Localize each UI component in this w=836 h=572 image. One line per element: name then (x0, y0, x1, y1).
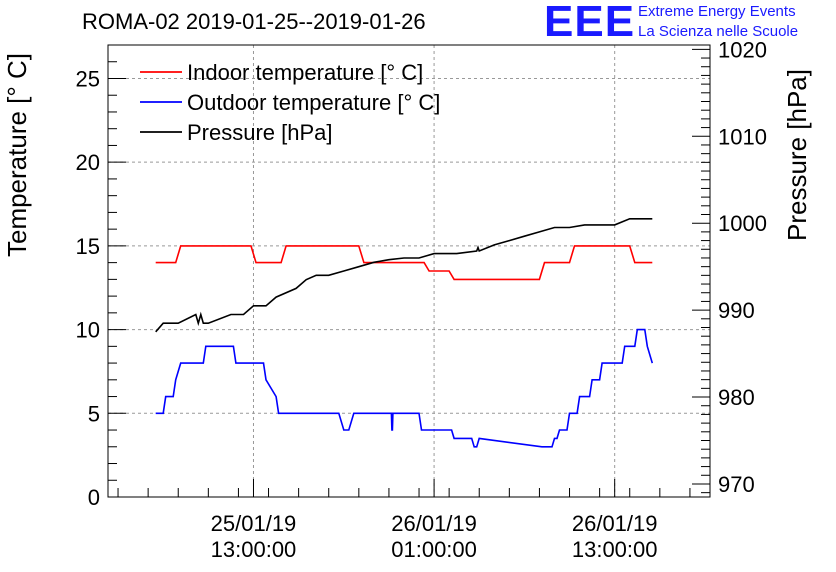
legend-label: Pressure [hPa] (187, 120, 333, 145)
y-right-tick-label: 1000 (718, 211, 767, 236)
legend-label: Outdoor temperature [° C] (187, 90, 440, 115)
plot-frame (107, 44, 711, 498)
x-tick-label-time: 01:00:00 (391, 537, 477, 562)
y-right-tick-label: 1010 (718, 124, 767, 149)
y-right-tick-label: 980 (718, 385, 755, 410)
y-axis-right-label: Pressure [hPa] (782, 69, 812, 241)
logo-subtitle-line2: La Scienza nelle Scuole (638, 23, 799, 40)
x-tick-label-date: 26/01/19 (391, 511, 477, 536)
y-axis-left-label: Temperature [° C] (2, 53, 32, 257)
y-left-tick-label: 15 (76, 234, 100, 259)
x-tick-label-date: 25/01/19 (211, 511, 297, 536)
y-left-tick-label: 25 (76, 66, 100, 91)
eee-logo: EEE (544, 0, 636, 46)
series-layer (155, 218, 654, 448)
x-tick-label-date: 26/01/19 (572, 511, 658, 536)
axis-tick-labels: 051015202597098099010001010102025/01/191… (76, 37, 767, 562)
axis-ticks (108, 44, 710, 498)
x-tick-label-time: 13:00:00 (572, 537, 658, 562)
legend: Indoor temperature [° C] Outdoor temperat… (140, 60, 440, 145)
y-left-tick-label: 5 (88, 401, 100, 426)
series-line (155, 328, 654, 448)
y-right-tick-label: 970 (718, 472, 755, 497)
y-left-tick-label: 10 (76, 318, 100, 343)
y-left-tick-label: 20 (76, 150, 100, 175)
series-line (155, 245, 653, 281)
x-tick-label-time: 13:00:00 (211, 537, 297, 562)
chart-title: ROMA-02 2019-01-25--2019-01-26 (82, 9, 426, 34)
y-right-tick-label: 990 (718, 298, 755, 323)
y-left-tick-label: 0 (88, 485, 100, 510)
series-line (155, 218, 653, 333)
legend-label: Indoor temperature [° C] (187, 60, 423, 85)
logo-subtitle-line1: Extreme Energy Events (638, 3, 796, 20)
y-right-tick-label: 1020 (718, 37, 767, 62)
